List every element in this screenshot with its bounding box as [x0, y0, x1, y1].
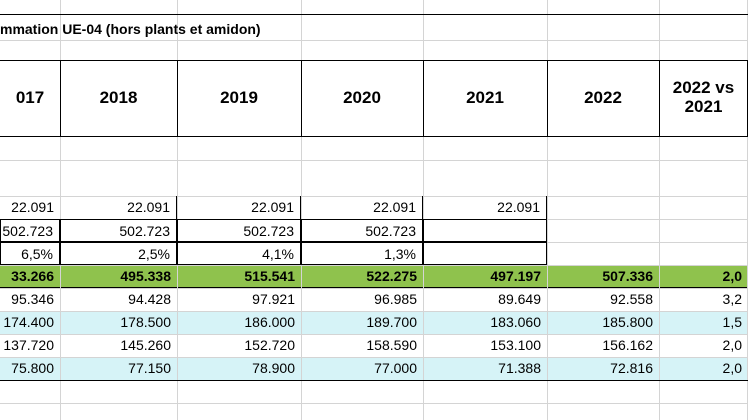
- row-8-background: [0, 357, 748, 380]
- grid-hline: [0, 265, 748, 266]
- row-5-col-0: 95.346: [11, 291, 54, 307]
- row-7-col-0: 137.720: [3, 337, 54, 353]
- sheet-title: mmation UE-04 (hors plants et amidon): [0, 21, 261, 37]
- row-4-col-0: 33.266: [11, 268, 54, 284]
- row-3-col-5: [547, 242, 659, 265]
- row-3-col-0: 6,5%: [0, 242, 60, 265]
- header-border: [659, 60, 660, 137]
- row-4-col-6: 2,0: [722, 268, 742, 284]
- row-7-col-1: 145.260: [120, 337, 171, 353]
- row-6-col-1: 178.500: [120, 314, 171, 330]
- grid-vline: [659, 0, 660, 420]
- row-6-col-2: 186.000: [244, 314, 295, 330]
- row-5-col-1: 94.428: [128, 291, 171, 307]
- grid-hline: [0, 334, 748, 335]
- grid-hline: [0, 196, 748, 197]
- row-8-col-2: 78.900: [252, 360, 295, 376]
- row-1-col-6: [659, 196, 748, 219]
- row-1-col-2: 22.091: [177, 196, 301, 219]
- header-border: [177, 60, 178, 137]
- grid-hline: [0, 288, 748, 289]
- frame-bottom: [0, 380, 748, 381]
- frame-top: [0, 14, 748, 15]
- header-2018: 2018: [99, 88, 138, 107]
- row-4-col-2: 515.541: [244, 268, 295, 284]
- grid-hline: [0, 160, 748, 161]
- row-3-col-4: [423, 242, 547, 265]
- row-4-col-4: 497.197: [490, 268, 541, 284]
- row-5-col-2: 97.921: [252, 291, 295, 307]
- row-8-col-4: 71.388: [498, 360, 541, 376]
- header-2022: 2022: [584, 88, 622, 107]
- row-6-col-4: 183.060: [490, 314, 541, 330]
- row-6-col-0: 174.400: [3, 314, 54, 330]
- grid-vline: [547, 0, 548, 420]
- grid-hline: [0, 357, 748, 358]
- header-border: [0, 136, 748, 137]
- grid-vline: [177, 0, 178, 420]
- header-border: [60, 60, 61, 137]
- grid-vline: [60, 0, 61, 420]
- row-7-col-3: 158.590: [366, 337, 417, 353]
- header-border: [0, 60, 748, 61]
- row-6-col-5: 185.800: [602, 314, 653, 330]
- row-2-col-4: [423, 219, 547, 242]
- row-6-background: [0, 311, 748, 334]
- row-1-col-5: [547, 196, 659, 219]
- row-8-col-0: 75.800: [11, 360, 54, 376]
- row-2-col-2: 502.723: [177, 219, 301, 242]
- row-8-col-3: 77.000: [374, 360, 417, 376]
- row-8-col-6: 2,0: [722, 360, 742, 376]
- row-4-col-1: 495.338: [120, 268, 171, 284]
- row-2-col-3: 502.723: [301, 219, 423, 242]
- row-2-col-1: 502.723: [60, 219, 177, 242]
- row-3-col-6: [659, 242, 748, 265]
- row-2-col-5: [547, 219, 659, 242]
- row-5-col-6: 3,2: [722, 291, 742, 307]
- row-7-col-6: 2,0: [722, 337, 742, 353]
- header-2021: 2021: [466, 88, 504, 107]
- header-2022-vs-2021: 2022 vs 2021: [672, 78, 735, 116]
- grid-hline: [0, 311, 748, 312]
- header-2020: 2020: [343, 88, 381, 107]
- row-3-col-1: 2,5%: [60, 242, 177, 265]
- row-2-col-6: [659, 219, 748, 242]
- header-border: [423, 60, 424, 137]
- header-border: [547, 60, 548, 137]
- header-2017: 017: [15, 88, 45, 107]
- row-7-col-2: 152.720: [244, 337, 295, 353]
- row-4-col-5: 507.336: [602, 268, 653, 284]
- row-1-col-4: 22.091: [423, 196, 547, 219]
- row-6-col-3: 189.700: [366, 314, 417, 330]
- row-1-col-0: 22.091: [11, 199, 54, 215]
- row-7-col-4: 153.100: [490, 337, 541, 353]
- header-2019: 2019: [220, 88, 258, 107]
- grid-vline: [301, 0, 302, 420]
- grid-hline: [0, 40, 748, 41]
- row-5-col-5: 92.558: [610, 291, 653, 307]
- grid-hline: [0, 403, 748, 404]
- header-border: [301, 60, 302, 137]
- row-5-col-4: 89.649: [498, 291, 541, 307]
- row-6-col-6: 1,5: [722, 314, 742, 330]
- row-3-col-3: 1,3%: [301, 242, 423, 265]
- grid-vline: [423, 0, 424, 420]
- row-8-col-5: 72.816: [610, 360, 653, 376]
- row-4-col-3: 522.275: [366, 268, 417, 284]
- row-1-col-3: 22.091: [301, 196, 423, 219]
- row-3-col-2: 4,1%: [177, 242, 301, 265]
- row-1-col-1: 22.091: [60, 196, 177, 219]
- row-5-col-3: 96.985: [374, 291, 417, 307]
- row-8-col-1: 77.150: [128, 360, 171, 376]
- row-2-col-0: 502.723: [0, 219, 60, 242]
- row-7-col-5: 156.162: [602, 337, 653, 353]
